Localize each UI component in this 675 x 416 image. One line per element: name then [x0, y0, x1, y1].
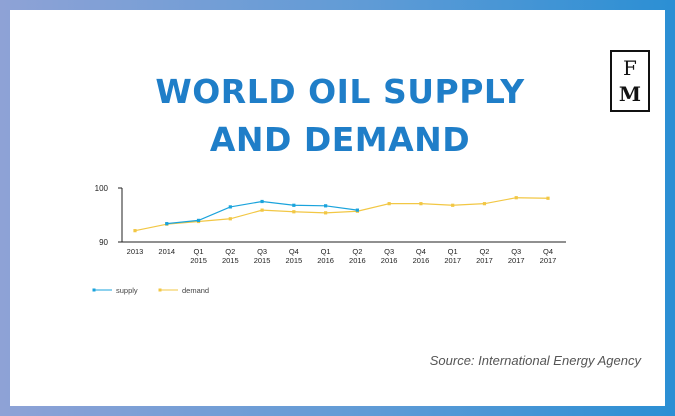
x-tick-label-line: 2017 — [540, 256, 557, 265]
data-point-demand — [546, 196, 550, 200]
data-point-supply — [292, 203, 296, 207]
x-tick-label-line: Q1 — [448, 247, 458, 256]
data-point-supply — [196, 218, 201, 222]
x-tick-label-line: Q2 — [479, 247, 489, 256]
data-point-demand — [228, 217, 232, 221]
source-note: Source: International Energy Agency — [429, 353, 641, 368]
data-point-supply — [324, 204, 328, 208]
data-point-supply — [228, 205, 232, 209]
x-tick-label: Q2 2017 — [476, 247, 493, 265]
x-tick-label-line: 2017 — [508, 256, 525, 265]
data-point-demand — [482, 202, 487, 206]
x-tick-label-line: Q4 — [289, 247, 299, 256]
infographic-card: WORLD OIL SUPPLY AND DEMAND F M 100 90 201… — [10, 10, 665, 406]
x-tick-label-line: 2016 — [317, 256, 334, 265]
x-tick-label: Q1 2016 — [317, 247, 334, 265]
x-tick-label: Q2 2016 — [349, 247, 366, 265]
chart-title: WORLD OIL SUPPLY AND DEMAND — [130, 68, 550, 164]
x-tick-label-line: 2015 — [222, 256, 239, 265]
x-tick-label: Q3 2015 — [254, 247, 271, 265]
x-tick-label-line: 2017 — [476, 256, 493, 265]
logo-letter-f: F — [623, 56, 637, 80]
x-tick-label-line: Q3 — [384, 247, 394, 256]
data-point-demand — [133, 229, 137, 233]
logo-letter-m: M — [618, 82, 642, 106]
x-tick-label-line: Q4 — [416, 247, 426, 256]
data-point-demand — [419, 202, 423, 206]
x-tick-label-line: 2015 — [190, 256, 207, 265]
x-tick-label: Q4 2017 — [540, 247, 557, 265]
x-tick-label-line: Q2 — [225, 247, 235, 256]
x-tick-label-line: Q3 — [257, 247, 267, 256]
legend-marker-demand — [158, 288, 162, 292]
data-point-supply — [260, 199, 264, 204]
chart-legend: supply demand — [92, 286, 209, 295]
y-tick-label: 90 — [99, 238, 108, 247]
x-tick-label-line: 2013 — [127, 247, 144, 256]
data-point-demand — [387, 202, 391, 206]
x-tick-label-line: 2016 — [381, 256, 398, 265]
data-point-supply — [165, 222, 169, 226]
x-tick-label-line: Q1 — [321, 247, 331, 256]
data-point-demand — [514, 196, 518, 200]
data-point-supply — [355, 208, 359, 212]
title-line-1: WORLD OIL SUPPLY — [155, 72, 525, 111]
x-tick-label-line: 2015 — [254, 256, 271, 265]
x-tick-label: 2014 — [158, 247, 175, 256]
chart-series — [133, 196, 550, 233]
y-tick-label: 100 — [95, 184, 109, 193]
x-tick-label: Q1 2015 — [190, 247, 207, 265]
x-tick-label: Q2 2015 — [222, 247, 239, 265]
x-tick-label: Q4 2016 — [413, 247, 430, 265]
x-tick-label-line: Q3 — [511, 247, 521, 256]
legend-label-demand: demand — [182, 286, 209, 295]
x-tick-label-line: 2016 — [413, 256, 430, 265]
x-tick-label-line: 2014 — [158, 247, 175, 256]
data-point-demand — [260, 208, 264, 212]
x-tick-label-line: Q1 — [194, 247, 204, 256]
fm-logo: F M — [610, 50, 650, 112]
data-point-demand — [292, 210, 296, 214]
chart-axes — [118, 187, 566, 243]
x-tick-label-line: Q4 — [543, 247, 553, 256]
data-point-demand — [451, 203, 455, 207]
x-tick-label: Q3 2017 — [508, 247, 525, 265]
x-tick-label-line: 2016 — [349, 256, 366, 265]
title-line-2: AND DEMAND — [209, 120, 471, 159]
x-tick-label: Q3 2016 — [381, 247, 398, 265]
x-tick-label-line: 2015 — [286, 256, 303, 265]
data-point-demand — [324, 211, 328, 215]
series-line-demand — [134, 197, 549, 232]
x-tick-label: Q1 2017 — [444, 247, 461, 265]
x-tick-label: Q4 2015 — [286, 247, 303, 265]
x-tick-label-line: 2017 — [444, 256, 461, 265]
x-tick-label-line: Q2 — [352, 247, 362, 256]
x-tick-label: 2013 — [127, 247, 144, 256]
legend-label-supply: supply — [116, 286, 138, 295]
legend-marker-supply — [92, 288, 96, 292]
